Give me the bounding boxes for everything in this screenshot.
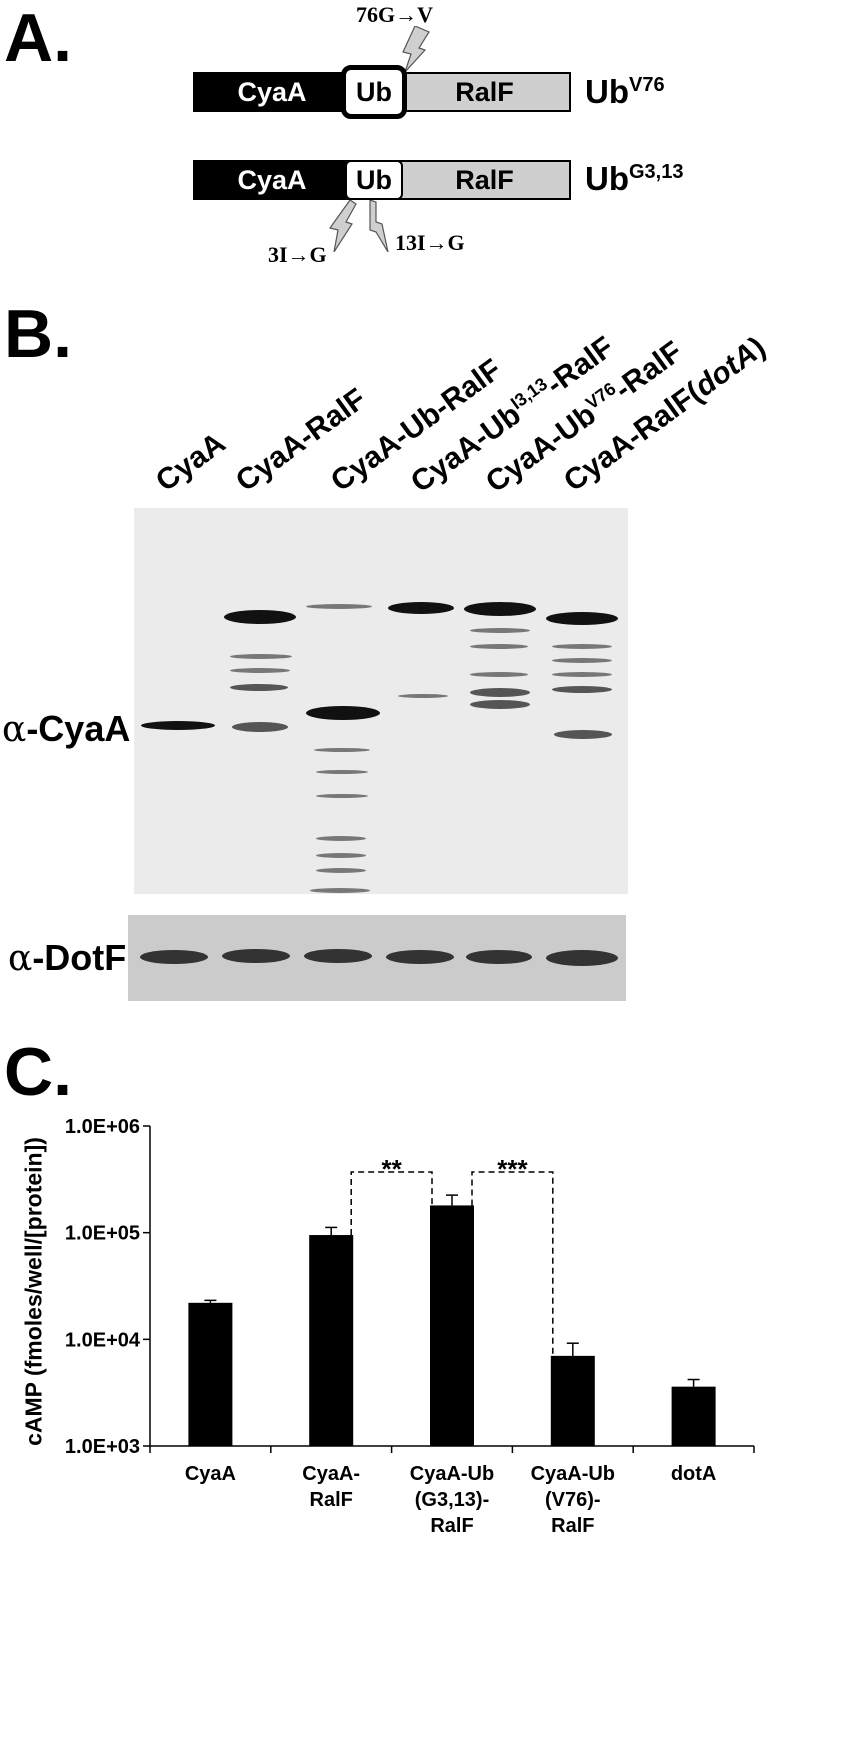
band bbox=[464, 602, 536, 616]
band bbox=[466, 950, 532, 964]
band bbox=[230, 654, 292, 659]
bar bbox=[430, 1205, 474, 1446]
x-category-label: (G3,13)- bbox=[415, 1489, 489, 1511]
panel-a-letter: A. bbox=[4, 4, 72, 72]
x-category-label: RalF bbox=[551, 1515, 594, 1537]
construct-ub-v76: CyaA RalF Ub bbox=[193, 72, 571, 112]
band bbox=[552, 644, 612, 649]
band bbox=[388, 602, 454, 614]
lightning-bolt-icon bbox=[328, 200, 358, 252]
panel-c-letter: C. bbox=[4, 1038, 72, 1106]
band bbox=[230, 684, 288, 691]
band bbox=[470, 644, 528, 649]
band bbox=[316, 770, 368, 774]
band bbox=[316, 794, 368, 798]
band bbox=[306, 706, 380, 720]
construct-1-label: UbV76 bbox=[585, 73, 665, 111]
band bbox=[552, 658, 612, 663]
band bbox=[398, 694, 448, 698]
construct-2-ub-segment: Ub bbox=[345, 160, 403, 200]
construct-2-ralf-segment: RalF bbox=[398, 160, 571, 200]
significance-label: *** bbox=[497, 1154, 528, 1184]
construct-ub-g3-13: CyaA RalF Ub bbox=[193, 160, 571, 200]
band bbox=[470, 700, 530, 709]
band bbox=[470, 688, 530, 697]
bar bbox=[188, 1303, 232, 1446]
bar bbox=[551, 1356, 595, 1446]
band bbox=[554, 730, 612, 739]
blot-label-cyaa: α-CyaA bbox=[2, 708, 130, 750]
construct-2-label: UbG3,13 bbox=[585, 160, 683, 198]
x-category-label: RalF bbox=[430, 1515, 473, 1537]
panel-b-letter: B. bbox=[4, 300, 72, 368]
y-tick-label: 1.0E+04 bbox=[65, 1329, 141, 1351]
band bbox=[316, 868, 366, 873]
x-category-label: CyaA- bbox=[302, 1463, 360, 1485]
band bbox=[232, 722, 288, 732]
band bbox=[386, 950, 454, 964]
band bbox=[141, 721, 215, 730]
x-category-label: CyaA bbox=[185, 1463, 236, 1485]
band bbox=[552, 686, 612, 693]
x-category-label: CyaA-Ub bbox=[410, 1463, 494, 1485]
bar bbox=[672, 1387, 716, 1446]
mutation-13-label: 13I→G bbox=[395, 230, 465, 256]
band bbox=[306, 604, 372, 609]
band bbox=[224, 610, 296, 624]
band bbox=[316, 836, 366, 841]
blot-label-dotf: α-DotF bbox=[8, 937, 126, 979]
y-tick-label: 1.0E+06 bbox=[65, 1116, 140, 1138]
band bbox=[310, 888, 370, 893]
x-category-label: (V76)- bbox=[545, 1489, 601, 1511]
bar bbox=[309, 1235, 353, 1446]
band bbox=[316, 853, 366, 858]
significance-bracket bbox=[472, 1172, 553, 1356]
band bbox=[222, 949, 290, 963]
band bbox=[546, 612, 618, 625]
western-blot-dotf bbox=[128, 915, 626, 1001]
band bbox=[470, 628, 530, 633]
y-tick-label: 1.0E+03 bbox=[65, 1436, 140, 1458]
band bbox=[140, 950, 208, 964]
lane-label-cyaa: CyaA bbox=[150, 426, 232, 499]
band bbox=[552, 672, 612, 677]
western-blot-cyaa bbox=[134, 508, 628, 894]
lightning-bolt-icon bbox=[364, 200, 394, 252]
construct-1-ub-segment: Ub bbox=[341, 65, 407, 119]
band bbox=[304, 949, 372, 963]
band bbox=[470, 672, 528, 677]
x-category-label: dotA bbox=[671, 1463, 717, 1485]
band bbox=[314, 748, 370, 752]
construct-2-cyaa-segment: CyaA bbox=[193, 160, 351, 200]
mutation-3-label: 3I→G bbox=[268, 242, 327, 268]
construct-1-cyaa-segment: CyaA bbox=[193, 72, 351, 112]
mutation-76-label: 76G→V bbox=[356, 2, 433, 28]
band bbox=[546, 950, 618, 966]
x-category-label: RalF bbox=[310, 1489, 353, 1511]
x-category-label: CyaA-Ub bbox=[531, 1463, 615, 1485]
band bbox=[230, 668, 290, 673]
camp-bar-chart: 1.0E+03 1.0E+04 1.0E+05 1.0E+06 CyaA CyaA- Ral… bbox=[0, 1100, 850, 1752]
significance-label: ** bbox=[381, 1154, 402, 1184]
y-tick-label: 1.0E+05 bbox=[65, 1223, 140, 1245]
construct-1-ralf-segment: RalF bbox=[398, 72, 571, 112]
